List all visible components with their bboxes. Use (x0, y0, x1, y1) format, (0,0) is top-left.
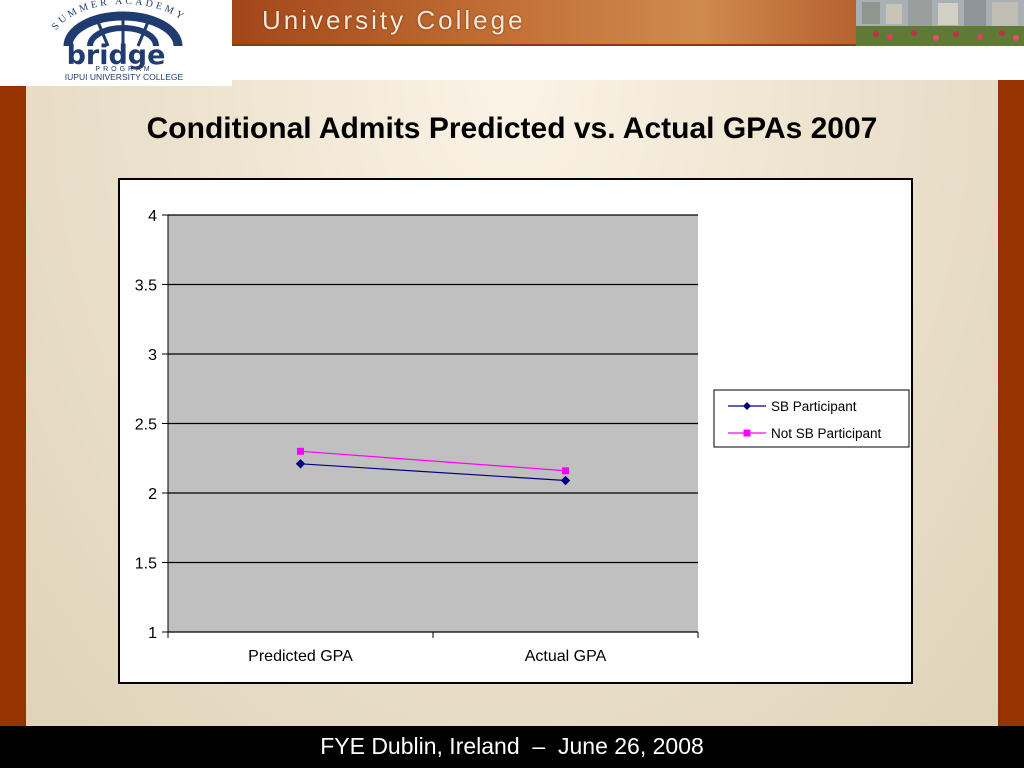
footer-text: FYE Dublin, Ireland – June 26, 2008 (320, 733, 704, 759)
y-tick-label: 1.5 (135, 556, 157, 573)
y-tick-label: 2 (148, 486, 157, 503)
legend-label: SB Participant (771, 399, 857, 414)
x-tick-label: Predicted GPA (248, 648, 353, 665)
right-accent-strip (998, 80, 1024, 726)
data-point (560, 475, 571, 486)
data-point (562, 467, 569, 475)
logo-tagline: IUPUI UNIVERSITY COLLEGE (65, 72, 184, 82)
university-college-banner: University College (232, 0, 856, 46)
banner-title: University College (262, 5, 526, 35)
footer-bar: FYE Dublin, Ireland – June 26, 2008 (0, 726, 1024, 768)
legend-box (713, 389, 910, 448)
logo-image: SUMMER ACADEMY bridge PROGRAM IUPUI UNIV… (50, 0, 185, 82)
y-tick-label: 3.5 (135, 278, 157, 295)
slide-title: Conditional Admits Predicted vs. Actual … (146, 112, 878, 145)
left-accent-strip (0, 86, 26, 726)
legend-marker (743, 402, 751, 410)
y-tick-label: 1 (148, 625, 157, 642)
legend-marker (743, 429, 751, 437)
chart-container: 1 1.5 2 2.5 3 3.5 4 Predicted GPA Actual GPA SB P… (118, 178, 913, 684)
bridge-program-logo: SUMMER ACADEMY bridge PROGRAM IUPUI UNIV… (0, 0, 232, 86)
campus-photo-image (856, 0, 1024, 46)
y-tick-label: 3 (148, 347, 157, 364)
logo-wordmark: bridge (67, 40, 166, 71)
x-tick-label: Actual GPA (525, 648, 607, 665)
logo-program-text: PROGRAM (95, 66, 152, 73)
data-point (295, 459, 306, 469)
y-tick-label: 4 (148, 208, 157, 225)
data-point (297, 447, 304, 455)
series-line (300, 463, 566, 482)
legend-label: Not SB Participant (771, 426, 882, 441)
series-line (300, 450, 566, 472)
campus-photo (856, 0, 1024, 46)
y-tick-label: 2.5 (135, 417, 157, 434)
line-chart: 1 1.5 2 2.5 3 3.5 4 Predicted GPA Actual GPA SB P… (135, 208, 910, 665)
